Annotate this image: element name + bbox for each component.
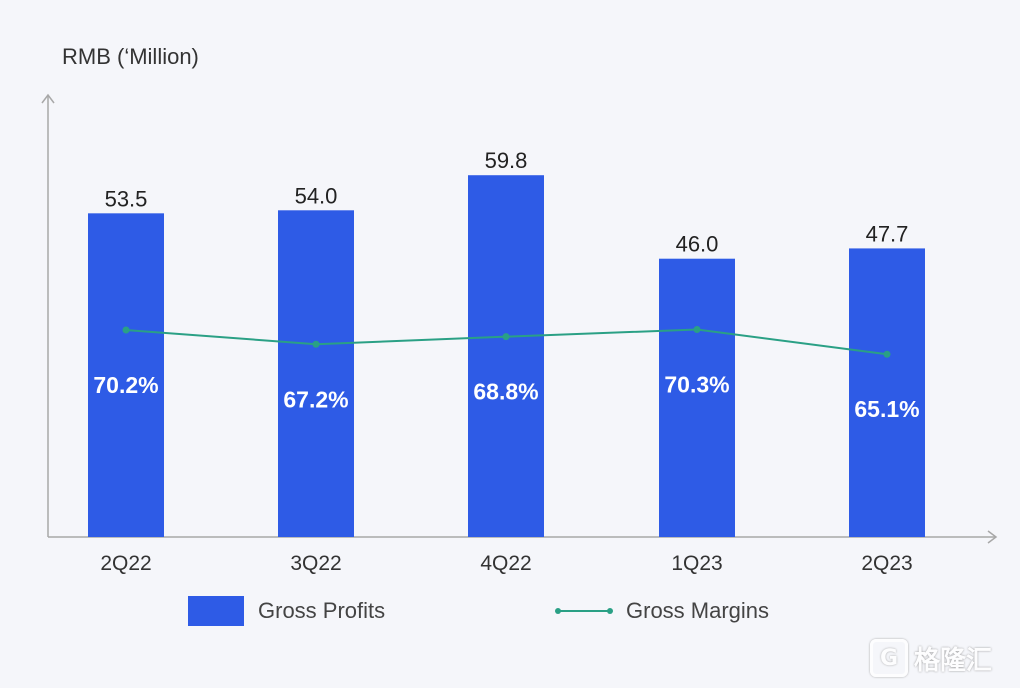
line-layer xyxy=(122,326,891,358)
x-tick-label: 2Q23 xyxy=(861,552,912,575)
legend-label-gross-profits: Gross Profits xyxy=(258,598,386,623)
bar-value-label: 46.0 xyxy=(676,232,719,257)
y-axis-unit-label: RMB (‘Million) xyxy=(62,44,199,69)
gross-margin-point xyxy=(883,350,891,358)
bar-2q22 xyxy=(88,213,164,537)
gross-margin-label: 68.8% xyxy=(473,379,538,405)
bar-value-label: 53.5 xyxy=(105,186,148,211)
gross-margin-point xyxy=(693,326,701,334)
bar-2q23 xyxy=(849,248,925,538)
gross-margin-point xyxy=(312,340,320,348)
x-tick-label: 3Q22 xyxy=(290,552,341,575)
bar-4q22 xyxy=(468,175,544,537)
x-tick-label: 1Q23 xyxy=(671,552,722,575)
gross-margin-label: 70.2% xyxy=(93,372,158,398)
bars-layer xyxy=(88,175,925,538)
bar-value-label: 59.8 xyxy=(485,148,528,173)
gross-margin-point xyxy=(122,326,130,334)
watermark-logo: G 格隆汇 xyxy=(870,636,1010,680)
legend-gross-profits: Gross Profits xyxy=(188,596,385,626)
bar-1q23 xyxy=(659,258,735,537)
legend-bar-swatch xyxy=(188,596,244,626)
gross-margin-label: 67.2% xyxy=(283,386,348,412)
watermark-text: 格隆汇 xyxy=(914,645,993,676)
legend-line-swatch xyxy=(555,596,613,626)
x-tick-label: 4Q22 xyxy=(480,552,531,575)
bar-value-label: 47.7 xyxy=(866,221,909,246)
labels-layer: 53.5 2Q22 54.0 3Q22 59.8 4Q22 46.0 1Q23 47.7 2Q23… xyxy=(93,148,919,575)
legend-gross-margins: Gross Margins xyxy=(555,596,770,626)
gross-margin-point xyxy=(502,333,510,341)
bar-3q22 xyxy=(278,210,354,538)
y-axis-arrow-icon xyxy=(41,93,55,104)
legend-label-gross-margins: Gross Margins xyxy=(626,598,770,623)
x-tick-label: 2Q22 xyxy=(100,552,151,575)
gross-margin-label: 65.1% xyxy=(854,396,919,422)
bar-value-label: 54.0 xyxy=(295,183,338,208)
watermark-badge: G xyxy=(870,639,908,677)
gross-margin-label: 70.3% xyxy=(664,372,729,398)
x-axis-arrow-icon xyxy=(987,530,998,544)
